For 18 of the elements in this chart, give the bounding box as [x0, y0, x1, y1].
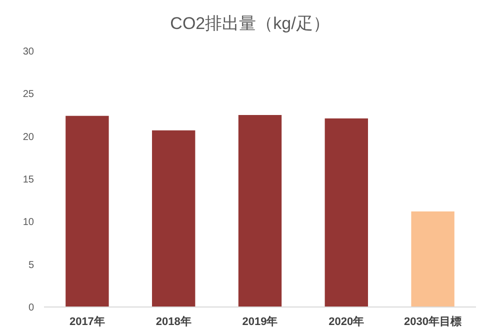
x-tick-label: 2019年: [242, 315, 278, 328]
bar: [238, 115, 282, 307]
bar: [324, 118, 368, 307]
x-tick-label: 2018年: [156, 315, 192, 328]
y-tick-label: 25: [22, 89, 34, 100]
bar: [152, 130, 196, 307]
x-tick-label: 2020年: [328, 315, 364, 328]
x-tick-label: 2030年目標: [404, 315, 462, 328]
y-tick-label: 20: [22, 132, 34, 143]
x-tick-label: 2017年: [69, 315, 105, 328]
bar: [411, 211, 454, 307]
y-tick-label: 0: [28, 302, 34, 314]
y-tick-label: 30: [22, 46, 34, 58]
bar: [66, 116, 109, 307]
y-tick-label: 10: [22, 217, 34, 228]
y-tick-label: 15: [22, 174, 34, 186]
y-tick-label: 5: [28, 260, 34, 271]
chart-title: CO2排出量（kg/疋）: [170, 14, 330, 33]
